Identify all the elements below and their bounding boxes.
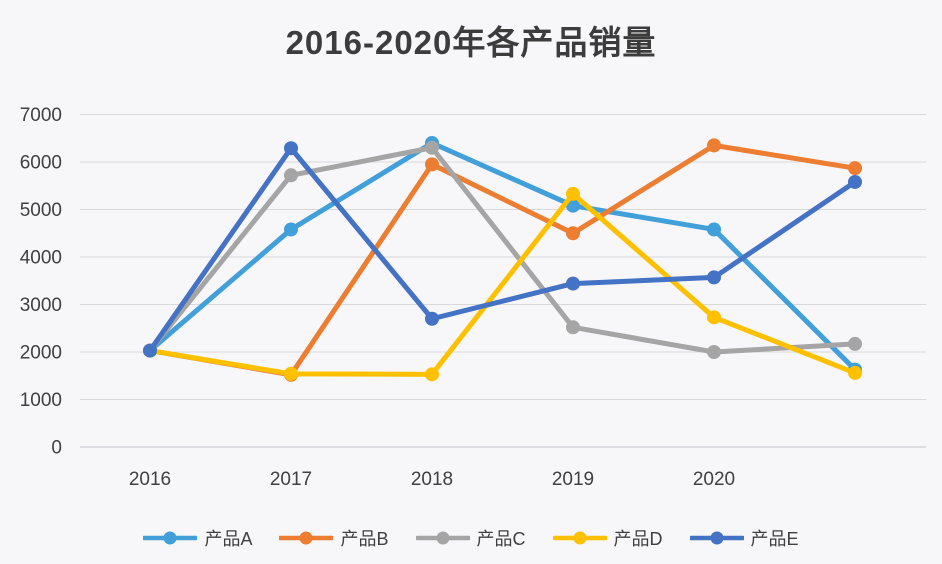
series-a-line [147, 140, 858, 373]
series-a-marker [707, 222, 721, 237]
y-tick-label: 3000 [20, 295, 62, 316]
series-d-marker [707, 310, 721, 325]
y-tick-label: 2000 [20, 343, 62, 364]
series-e-marker [284, 141, 298, 156]
series-e-marker [143, 343, 157, 358]
legend-label: 产品E [750, 529, 799, 549]
legend-item-a: 产品A [143, 525, 252, 551]
legend-marker-icon [552, 531, 607, 545]
series-c-marker [848, 336, 862, 351]
series-b-marker [707, 138, 721, 153]
series-e-marker [848, 174, 862, 189]
series-e-marker [566, 276, 580, 291]
legend-item-d: 产品D [552, 525, 663, 551]
series-c-marker [284, 168, 298, 183]
x-tick-label: 2018 [411, 469, 453, 490]
x-tick-label: 2017 [270, 469, 312, 490]
legend-item-b: 产品B [279, 525, 389, 551]
y-tick-label: 5000 [20, 200, 62, 221]
series-c-marker [707, 345, 721, 359]
series-b-marker [566, 226, 580, 241]
series-c-line [147, 145, 858, 355]
y-tick-label: 7000 [20, 105, 62, 126]
series-d-marker [566, 186, 580, 201]
legend-marker-icon [689, 531, 744, 545]
series-d-marker [848, 365, 862, 380]
series-b-marker [848, 161, 862, 176]
legend-label: 产品C [476, 529, 526, 549]
x-tick-label: 2019 [552, 469, 594, 490]
y-tick-label: 6000 [20, 153, 62, 174]
y-tick-label: 4000 [20, 248, 62, 269]
series-b-marker [425, 157, 439, 172]
series-c-marker [566, 320, 580, 335]
series-e-marker [707, 270, 721, 285]
series-d-line [147, 191, 858, 377]
legend-item-e: 产品E [689, 525, 799, 551]
legend-marker-icon [279, 531, 334, 545]
series-d-marker [425, 367, 439, 382]
legend-item-c: 产品C [415, 525, 526, 551]
chart-title: 2016-2020年各产品销量 [285, 24, 657, 61]
x-tick-label: 2020 [693, 469, 735, 490]
x-tick-label: 2016 [129, 469, 171, 490]
y-tick-label: 1000 [20, 390, 62, 411]
chart-legend: 产品A 产品B 产品C 产品D 产品E [0, 525, 942, 551]
legend-marker-icon [143, 531, 198, 545]
legend-label: 产品B [340, 529, 389, 549]
series-e-marker [425, 311, 439, 326]
legend-marker-icon [415, 531, 470, 545]
series-e-line [147, 145, 858, 354]
y-tick-label: 0 [51, 438, 62, 459]
series-d-marker [284, 366, 298, 381]
legend-label: 产品A [204, 529, 253, 549]
legend-label: 产品D [613, 529, 663, 549]
series-c-marker [425, 140, 439, 155]
series-a-marker [284, 222, 298, 237]
